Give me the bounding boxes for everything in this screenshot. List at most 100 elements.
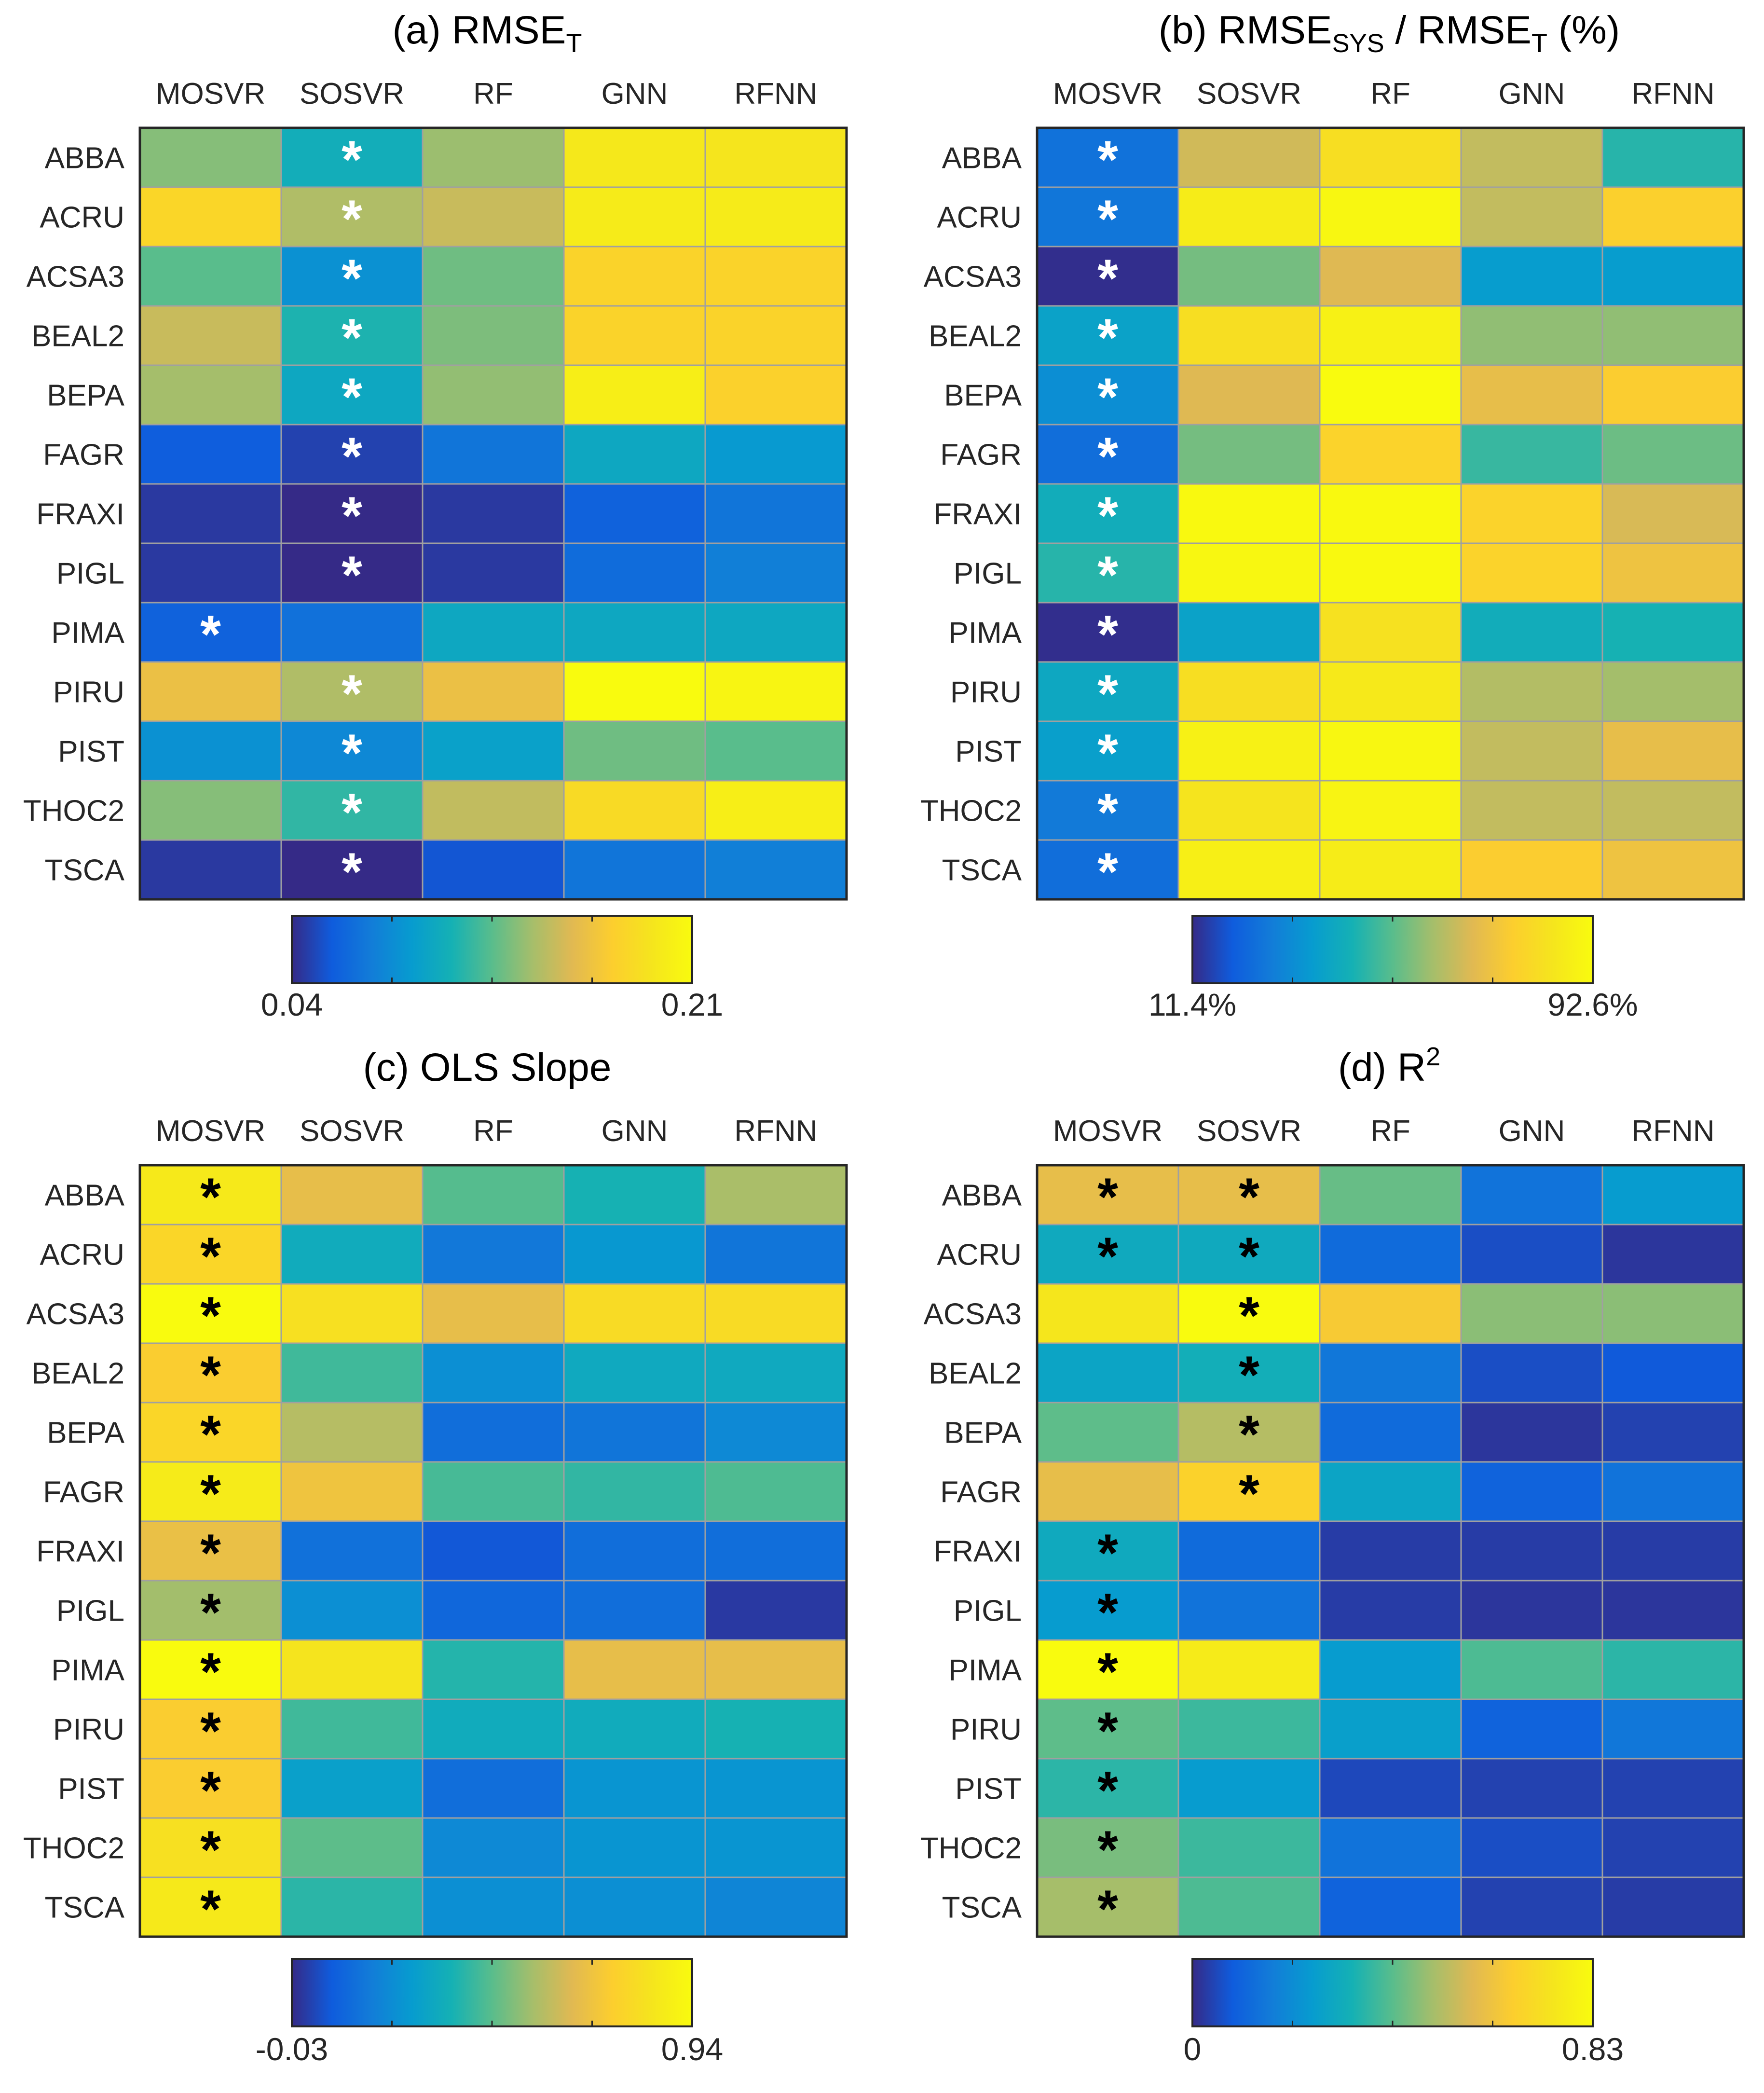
heatmap-cell-abba-rfnn: [704, 1164, 848, 1226]
heatmap-cell-pigl-gnn: [563, 1580, 706, 1641]
significance-star: *: [200, 1820, 221, 1880]
heatmap-cell-beal2-mosvr: [139, 305, 282, 366]
heatmap-cell-beal2-sosvr: [1177, 305, 1321, 366]
heatmap-cell-acsa3-gnn: [563, 246, 706, 307]
heatmap-cell-abba-rf: [422, 127, 565, 188]
heatmap-cell-fagr-mosvr: [139, 1461, 282, 1522]
significance-star: *: [1097, 546, 1118, 605]
heatmap-cell-acru-rf: [422, 186, 565, 248]
heatmap-cell-tsca-mosvr: [139, 839, 282, 900]
heatmap-cell-pigl-rfnn: [1601, 1580, 1745, 1641]
heatmap-cell-pigl-rfnn: [1601, 542, 1745, 604]
heatmap-cell-tsca-sosvr: [280, 1876, 424, 1938]
heatmap-cell-thoc2-sosvr: [1177, 1817, 1321, 1878]
column-label-rf: RF: [1370, 1115, 1410, 1148]
significance-star: *: [200, 605, 221, 664]
heatmap-cell-pigl-gnn: [1460, 542, 1603, 604]
heatmap-cell-fagr-gnn: [563, 424, 706, 485]
significance-star: *: [1097, 1820, 1118, 1880]
heatmap-cell-fraxi-rfnn: [704, 483, 848, 544]
heatmap-cell-pist-gnn: [1460, 720, 1603, 782]
significance-star: *: [1097, 1761, 1118, 1820]
heatmap-cell-fagr-gnn: [563, 1461, 706, 1522]
heatmap-cell-abba-rf: [1319, 127, 1462, 188]
heatmap-cell-thoc2-gnn: [563, 780, 706, 841]
row-label-pigl: PIGL: [56, 557, 124, 591]
row-label-acru: ACRU: [40, 201, 124, 234]
heatmap-cell-pist-sosvr: [280, 1758, 424, 1819]
heatmap-cell-thoc2-rfnn: [704, 780, 848, 841]
heatmap-cell-piru-rfnn: [704, 1698, 848, 1760]
heatmap-cell-pima-sosvr: [280, 602, 424, 663]
heatmap-cell-acru-gnn: [563, 186, 706, 248]
heatmap-cell-pist-gnn: [1460, 1758, 1603, 1819]
heatmap-cell-fagr-rf: [422, 1461, 565, 1522]
heatmap-cell-beal2-gnn: [563, 305, 706, 366]
heatmap-cell-piru-sosvr: [1177, 1698, 1321, 1760]
heatmap-cell-bepa-mosvr: [1036, 364, 1179, 426]
heatmap-cell-acsa3-sosvr: [280, 1283, 424, 1344]
heatmap-cell-beal2-rfnn: [704, 305, 848, 366]
column-label-sosvr: SOSVR: [300, 1115, 404, 1148]
significance-star: *: [1239, 1464, 1259, 1524]
heatmap-cell-acru-rf: [1319, 1224, 1462, 1285]
row-label-acsa3: ACSA3: [924, 261, 1022, 294]
heatmap-cell-pist-rfnn: [704, 1758, 848, 1819]
colorbar-min-label: 0: [1184, 2031, 1202, 2067]
heatmap-cell-fraxi-sosvr: [1177, 1520, 1321, 1582]
heatmap-cell-bepa-sosvr: [1177, 364, 1321, 426]
heatmap-cell-pist-rf: [1319, 720, 1462, 782]
heatmap-cell-fraxi-gnn: [563, 483, 706, 544]
heatmap-cell-fagr-sosvr: [280, 424, 424, 485]
row-label-acsa3: ACSA3: [924, 1298, 1022, 1331]
heatmap-cell-pist-rf: [422, 1758, 565, 1819]
grid-frame: [138, 126, 848, 901]
heatmap-cell-acru-rf: [422, 1224, 565, 1285]
heatmap-cell-thoc2-rfnn: [704, 1817, 848, 1878]
heatmap-cell-fagr-rfnn: [1601, 1461, 1745, 1522]
significance-star: *: [1097, 1168, 1118, 1227]
heatmap-cell-fagr-sosvr: [280, 1461, 424, 1522]
row-label-pist: PIST: [58, 1773, 124, 1806]
heatmap-cell-pima-rfnn: [1601, 1639, 1745, 1700]
row-label-fraxi: FRAXI: [933, 498, 1022, 531]
column-label-rf: RF: [473, 77, 513, 110]
heatmap-cell-acru-rf: [1319, 186, 1462, 248]
heatmap-cell-piru-rfnn: [704, 661, 848, 722]
significance-star: *: [1097, 664, 1118, 724]
heatmap-cell-fraxi-sosvr: [1177, 483, 1321, 544]
row-label-pima: PIMA: [51, 617, 124, 650]
heatmap-cell-acsa3-rfnn: [704, 246, 848, 307]
row-label-piru: PIRU: [950, 1713, 1022, 1747]
significance-star: *: [200, 1642, 221, 1702]
significance-star: *: [1097, 1642, 1118, 1702]
significance-star: *: [342, 130, 362, 190]
heatmap-cell-bepa-rfnn: [704, 364, 848, 426]
heatmap-cell-pima-gnn: [563, 602, 706, 663]
column-label-rfnn: RFNN: [734, 1115, 817, 1148]
heatmap-cell-pigl-gnn: [1460, 1580, 1603, 1641]
grid-frame: [138, 1164, 848, 1938]
heatmap-cell-pigl-mosvr: [1036, 1580, 1179, 1641]
column-label-sosvr: SOSVR: [1197, 1115, 1301, 1148]
heatmap-cell-acsa3-rfnn: [704, 1283, 848, 1344]
panel-a: (a) RMSET MOSVR SOSVR RF GNN RFNN ABBA ACRU ACSA…: [23, 8, 848, 1022]
heatmap-cell-beal2-gnn: [563, 1342, 706, 1404]
heatmap-cell-pist-rfnn: [1601, 1758, 1745, 1819]
row-label-abba: ABBA: [45, 142, 125, 175]
significance-star: *: [1097, 605, 1118, 664]
panel-title: (b) RMSESYS / RMSET (%): [1159, 8, 1620, 58]
heatmap-cell-pima-mosvr: [1036, 602, 1179, 663]
heatmap-cell-fagr-mosvr: [1036, 1461, 1179, 1522]
heatmap-cell-acsa3-rf: [422, 246, 565, 307]
significance-star: *: [1097, 308, 1118, 368]
row-label-beal2: BEAL2: [929, 320, 1022, 353]
heatmap-cell-acsa3-gnn: [563, 1283, 706, 1344]
heatmap-cell-pist-rf: [422, 720, 565, 782]
row-label-bepa: BEPA: [47, 1417, 124, 1450]
significance-star: *: [200, 1168, 221, 1227]
significance-star: *: [342, 664, 362, 724]
row-label-tsca: TSCA: [942, 1891, 1022, 1925]
heatmap-cell-fagr-gnn: [1460, 1461, 1603, 1522]
heatmap-cell-thoc2-mosvr: [1036, 1817, 1179, 1878]
